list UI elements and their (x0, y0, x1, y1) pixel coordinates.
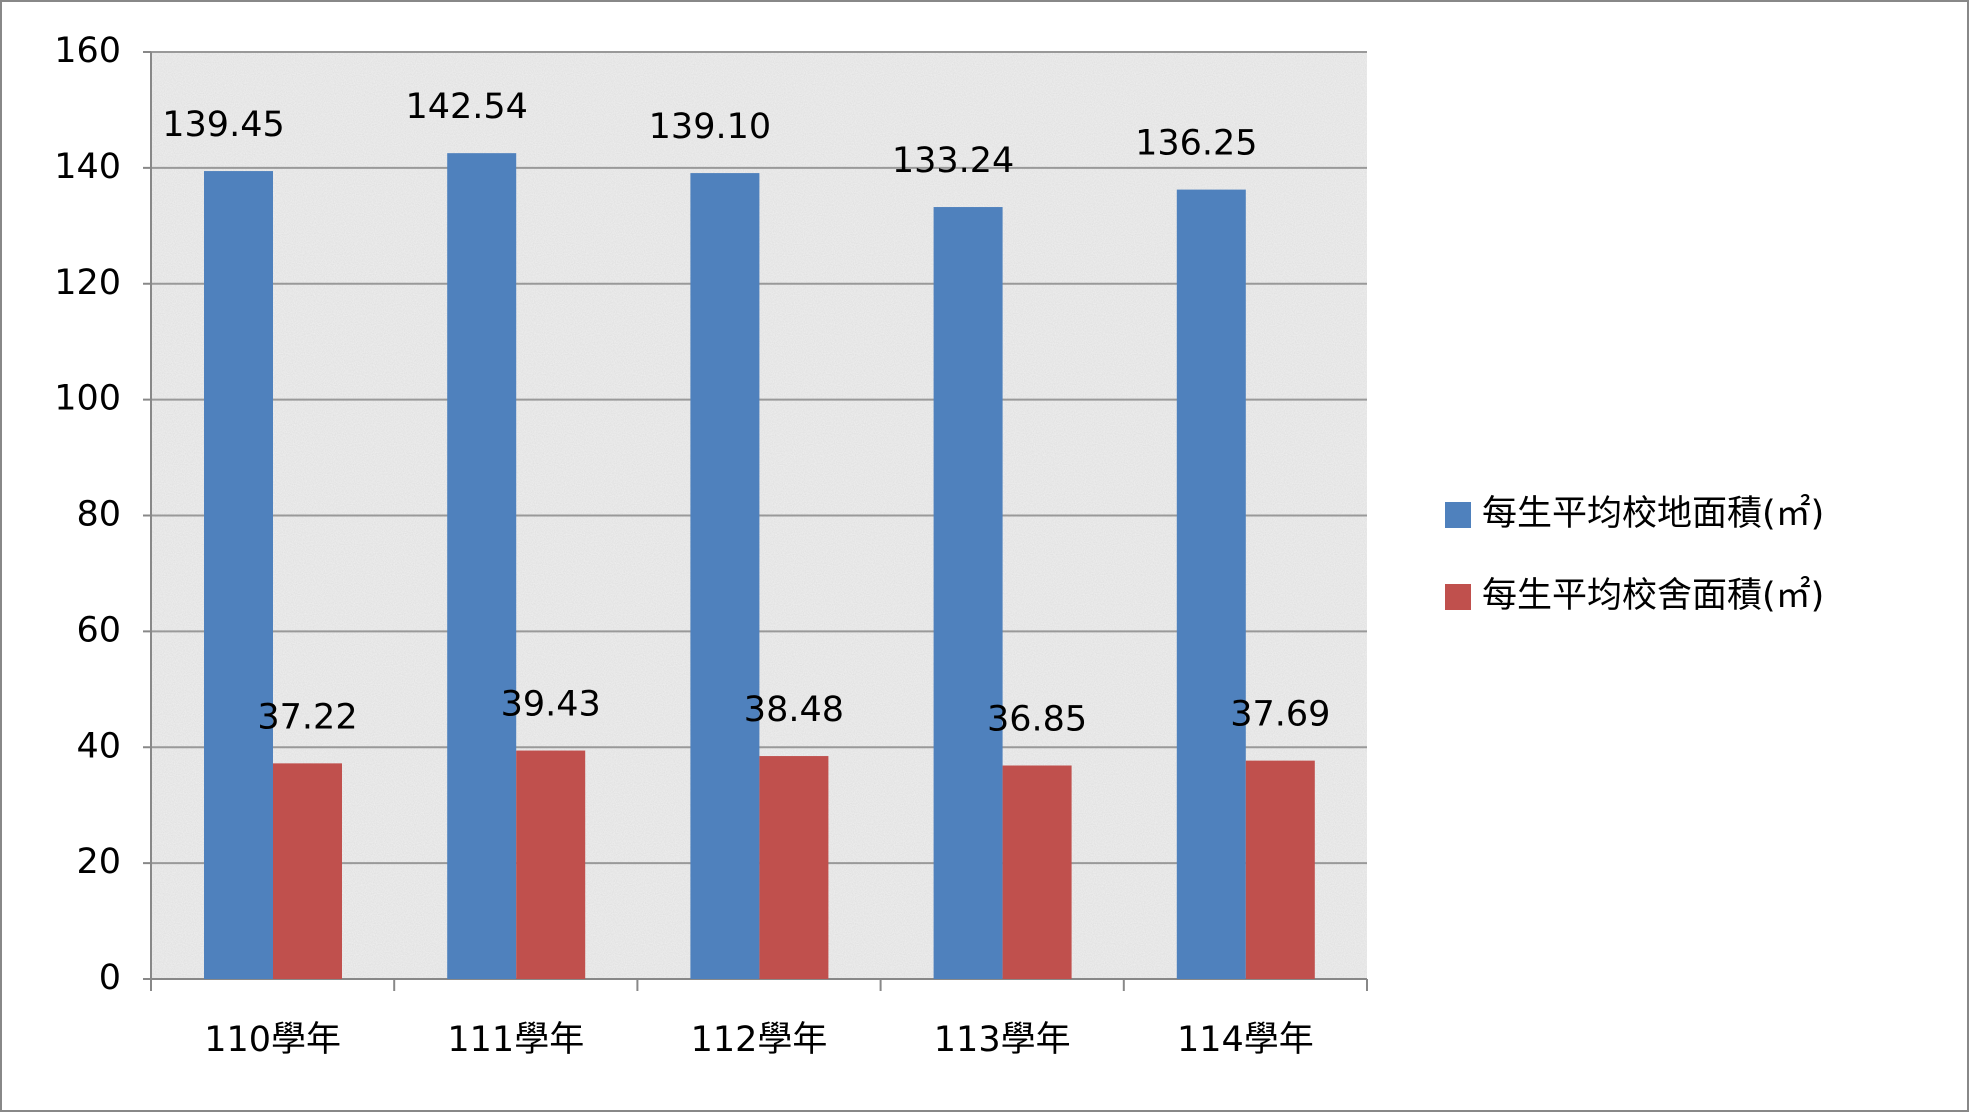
y-tick-label: 80 (76, 495, 121, 535)
y-tick-label: 120 (54, 263, 121, 303)
x-tick-label: 110學年 (204, 1020, 341, 1060)
bar (933, 207, 1003, 979)
data-label: 39.43 (501, 685, 601, 725)
data-label: 136.25 (1135, 124, 1257, 164)
y-tick-label: 60 (76, 610, 121, 650)
legend-label: 每生平均校地面積(㎡) (1482, 493, 1824, 534)
x-tick-label: 114學年 (1177, 1020, 1314, 1060)
bar (204, 171, 273, 979)
bar (1245, 760, 1315, 979)
y-tick-label: 140 (54, 147, 121, 187)
data-label: 139.10 (649, 107, 771, 147)
legend-label: 每生平均校舍面積(㎡) (1482, 575, 1824, 616)
data-label: 38.48 (744, 690, 844, 730)
data-label: 37.22 (257, 697, 357, 737)
x-tick-label: 111學年 (447, 1020, 584, 1060)
bar (1002, 765, 1072, 979)
y-tick-label: 40 (76, 726, 121, 766)
data-label: 133.24 (892, 141, 1014, 181)
y-tick-label: 100 (54, 379, 121, 419)
legend-swatch (1445, 502, 1471, 528)
bar (516, 750, 586, 979)
x-tick-label: 113學年 (934, 1020, 1071, 1060)
bar (273, 763, 342, 979)
legend-swatch (1445, 584, 1471, 610)
x-tick-label: 112學年 (691, 1020, 828, 1060)
data-label: 37.69 (1230, 695, 1330, 735)
y-tick-label: 20 (76, 842, 121, 882)
data-label: 139.45 (162, 105, 284, 145)
data-label: 142.54 (405, 87, 527, 127)
bar (1176, 189, 1246, 979)
bar (690, 173, 760, 980)
y-tick-label: 160 (54, 31, 121, 71)
data-label: 36.85 (987, 700, 1087, 740)
y-tick-label: 0 (99, 958, 121, 998)
bar (447, 153, 517, 979)
bar (759, 756, 829, 979)
